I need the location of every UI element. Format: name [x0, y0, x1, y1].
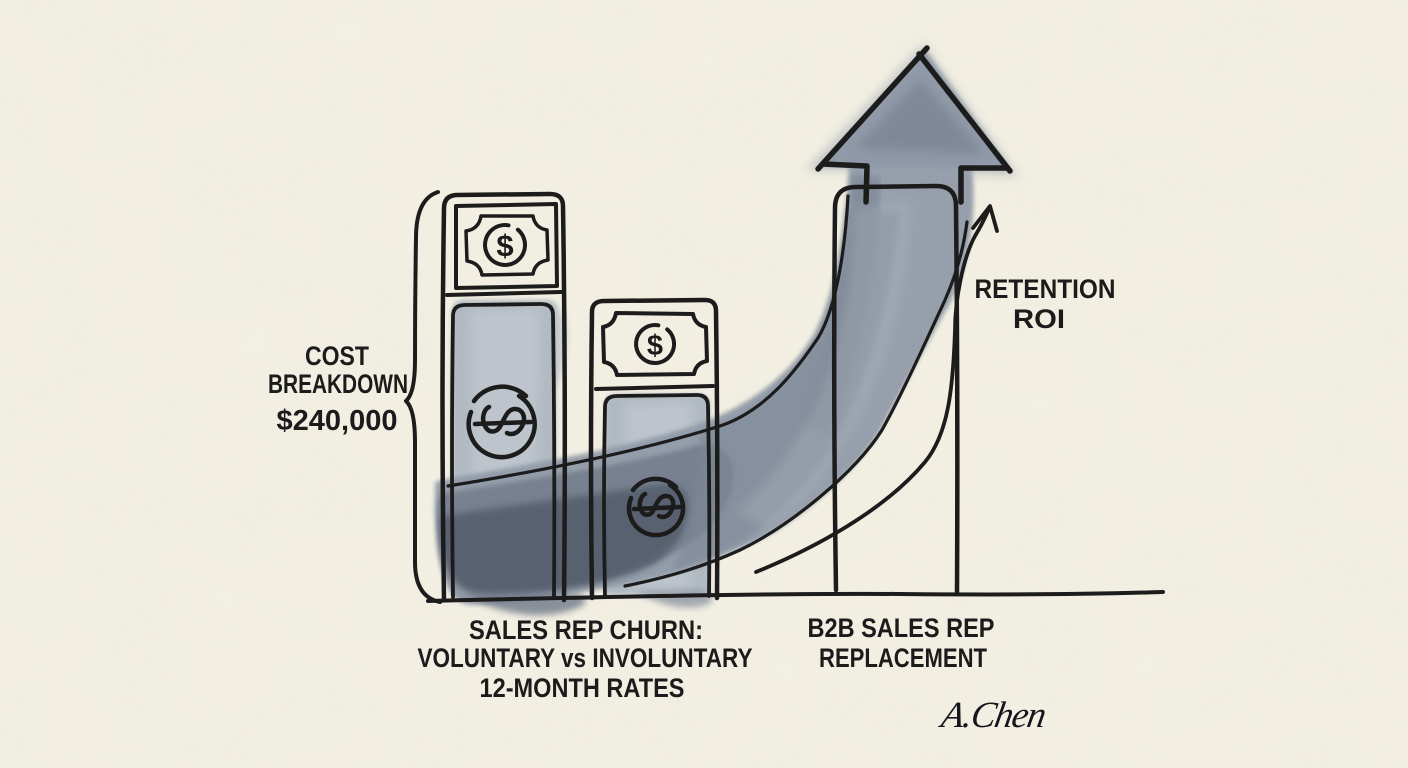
svg-text:B2B SALES REP: B2B SALES REP [808, 613, 995, 643]
svg-text:BREAKDOWN: BREAKDOWN [268, 369, 408, 399]
svg-text:$: $ [647, 330, 663, 362]
svg-text:VOLUNTARY vs INVOLUNTARY: VOLUNTARY vs INVOLUNTARY [418, 643, 753, 673]
svg-text:$240,000: $240,000 [277, 405, 398, 437]
svg-text:COST: COST [305, 341, 369, 371]
svg-text:SALES REP CHURN:: SALES REP CHURN: [469, 615, 703, 645]
svg-text:REPLACEMENT: REPLACEMENT [819, 643, 987, 673]
svg-text:ROI: ROI [1013, 304, 1065, 334]
svg-text:12-MONTH RATES: 12-MONTH RATES [480, 673, 685, 703]
svg-text:A.Chen: A.Chen [935, 695, 1049, 736]
svg-text:RETENTION: RETENTION [975, 274, 1116, 304]
svg-text:$: $ [496, 228, 513, 263]
